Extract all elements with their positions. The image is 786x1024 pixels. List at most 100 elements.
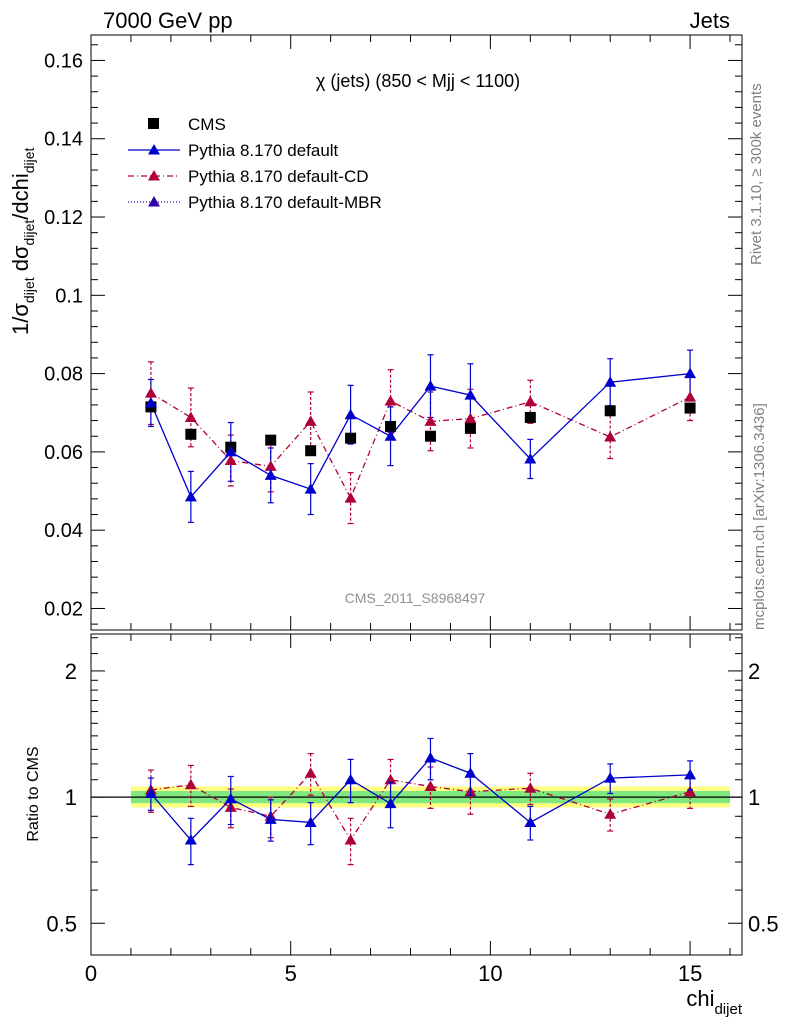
- process-label: Jets: [690, 8, 730, 33]
- mc-data-point: [524, 395, 537, 407]
- ratio-y-tick-label-right: 0.5: [748, 911, 779, 936]
- cms-data-point: [385, 420, 397, 432]
- ratio-data-point: [304, 816, 317, 827]
- ratio-data-point: [684, 785, 697, 797]
- ratio-data-point: [424, 751, 437, 763]
- cms-data-point: [185, 428, 197, 440]
- ratio-data-point: [524, 816, 537, 827]
- x-tick-label: 10: [478, 961, 502, 986]
- ratio-data-point: [224, 792, 237, 804]
- mc-data-point: [264, 460, 277, 471]
- y-tick-label: 0.02: [44, 598, 83, 620]
- ratio-data-point: [344, 773, 357, 785]
- ratio-data-point: [604, 772, 617, 783]
- ratio-data-point: [424, 780, 437, 791]
- mc-data-point: [184, 411, 197, 422]
- mc-data-point: [224, 445, 237, 457]
- series-line: [150, 392, 691, 500]
- legend-label: CMS: [188, 115, 226, 134]
- ratio-plot-area: [90, 633, 743, 956]
- y-tick-label: 0.1: [55, 285, 83, 307]
- mc-data-point: [144, 387, 157, 398]
- ratio-data-point: [684, 768, 697, 780]
- y-tick-label: 0.16: [44, 50, 83, 72]
- y-tick-label: 0.08: [44, 364, 83, 386]
- legend-marker-cms: [148, 118, 159, 129]
- ratio-y-tick-label: 0.5: [46, 911, 77, 936]
- cms-data-point: [464, 422, 476, 434]
- cms-data-point: [424, 430, 436, 442]
- mc-data-point: [344, 492, 357, 503]
- y-tick-label: 0.06: [44, 442, 83, 464]
- ratio-series-line: [150, 757, 691, 841]
- ratio-data-point: [264, 813, 277, 824]
- main-data-layer: [144, 349, 697, 525]
- mc-data-point: [464, 389, 477, 400]
- main-plot-area: [90, 34, 743, 631]
- ratio-axis-ticks: 0.5 0.5 1 1 2 2 0 5 10 15: [46, 634, 779, 986]
- ratio-y-tick-label-right: 1: [748, 785, 760, 810]
- mc-data-point: [224, 454, 237, 466]
- ratio-y-axis-label: Ratio to CMS: [25, 746, 42, 841]
- mc-data-point: [384, 430, 397, 441]
- mc-data-point: [184, 490, 197, 502]
- ratio-data-point: [304, 767, 317, 778]
- ratio-data-layer: [144, 737, 697, 866]
- cms-data-point: [684, 402, 696, 414]
- cms-data-point: [345, 432, 357, 444]
- mc-data-point: [604, 431, 617, 442]
- main-panel: 0.02 0.04 0.06 0.08 0.1 0.12 0.14 0.16 χ (jets)…: [8, 34, 743, 631]
- cms-data-point: [524, 411, 536, 423]
- mc-data-point: [304, 483, 317, 494]
- ratio-uncertainty-bands: [91, 786, 742, 808]
- legend-marker: [148, 144, 160, 155]
- rivet-version-label: Rivet 3.1.10, ≥ 300k events: [748, 83, 765, 265]
- y-tick-label: 0.12: [44, 207, 83, 229]
- legend-marker: [148, 170, 160, 181]
- ratio-data-point: [144, 787, 157, 798]
- legend-label: Pythia 8.170 default-CD: [188, 167, 369, 186]
- mc-data-point: [264, 469, 277, 480]
- mc-data-point: [384, 395, 397, 406]
- mc-data-point: [604, 376, 617, 387]
- cms-data-point: [305, 445, 317, 457]
- ratio-data-point: [524, 782, 537, 793]
- ratio-data-point: [184, 778, 197, 790]
- energy-label: 7000 GeV pp: [103, 8, 233, 33]
- ratio-data-point: [384, 797, 397, 809]
- ratio-data-point: [604, 808, 617, 819]
- ratio-series-line: [150, 772, 691, 842]
- legend-label: Pythia 8.170 default: [188, 141, 339, 160]
- mcplots-label: mcplots.cern.ch [arXiv:1306.3436]: [751, 403, 768, 630]
- mc-data-point: [684, 367, 697, 379]
- y-tick-label: 0.04: [44, 520, 83, 542]
- cms-data-point: [265, 434, 277, 446]
- mc-data-point: [304, 415, 317, 426]
- legend-marker: [148, 196, 160, 207]
- mc-data-point: [344, 408, 357, 420]
- ratio-y-tick-label: 2: [65, 659, 77, 684]
- mc-data-point: [464, 412, 477, 424]
- series-line: [150, 372, 691, 499]
- legend-label: Pythia 8.170 default-MBR: [188, 193, 382, 212]
- main-frame: [90, 34, 743, 631]
- ratio-data-point: [184, 834, 197, 845]
- x-tick-label: 0: [85, 961, 97, 986]
- mc-data-point: [524, 452, 537, 464]
- x-tick-label: 5: [285, 961, 297, 986]
- x-axis-label: chidijet: [686, 986, 742, 1018]
- main-axis-ticks: 0.02 0.04 0.06 0.08 0.1 0.12 0.14 0.16: [44, 35, 742, 630]
- ratio-data-point: [344, 834, 357, 845]
- mc-data-point: [424, 380, 437, 391]
- ratio-y-tick-label-right: 2: [748, 659, 760, 684]
- cms-data-point: [604, 405, 616, 417]
- analysis-watermark: CMS_2011_S8968497: [345, 590, 486, 606]
- mc-data-point: [684, 391, 697, 402]
- ratio-data-point: [464, 767, 477, 778]
- mc-data-point: [144, 396, 157, 408]
- ratio-data-point: [384, 773, 397, 785]
- plot-title: χ (jets) (850 < Mjj < 1100): [316, 71, 520, 91]
- x-tick-label: 15: [678, 961, 702, 986]
- ratio-y-tick-label: 1: [65, 785, 77, 810]
